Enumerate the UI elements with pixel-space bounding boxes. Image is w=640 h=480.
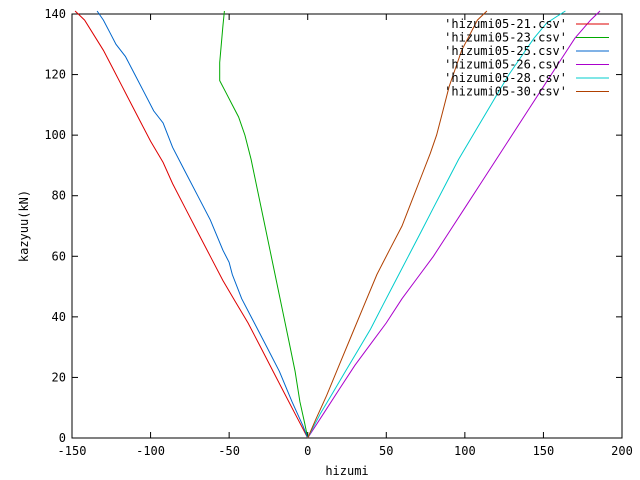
series-line-2 [219,10,309,439]
series-line-3 [96,10,309,439]
y-tick-label: 40 [52,310,66,324]
series-lines [74,10,601,439]
y-tick-label: 80 [52,189,66,203]
y-tick-label: 100 [44,128,66,142]
legend-label-3: 'hizumi05-25.csv' [444,44,567,58]
x-tick-label: -100 [136,444,165,458]
x-tick-label: 100 [454,444,476,458]
legend-label-4: 'hizumi05-26.csv' [444,58,567,72]
y-tick-label: 140 [44,7,66,21]
y-tick-label: 120 [44,68,66,82]
x-tick-label: -50 [218,444,240,458]
legend-label-6: 'hizumi05-30.csv' [444,85,567,99]
series-line-5 [307,10,566,439]
legend-label-5: 'hizumi05-28.csv' [444,71,567,85]
x-tick-label: -150 [58,444,87,458]
x-tick-label: 50 [379,444,393,458]
legend-label-2: 'hizumi05-23.csv' [444,31,567,45]
x-axis-label: hizumi [325,464,368,478]
y-axis-label: kazyuu(kN) [17,190,31,262]
legend-label-1: 'hizumi05-21.csv' [444,17,567,31]
plot-frame [71,13,623,439]
y-tick-label: 0 [59,431,66,445]
x-tick-label: 150 [533,444,555,458]
legend: 'hizumi05-21.csv''hizumi05-23.csv''hizum… [444,17,609,99]
y-tick-label: 60 [52,249,66,263]
series-line-4 [307,10,601,439]
x-tick-label: 200 [611,444,633,458]
y-axis: 0 20 40 60 80 100 120 140 [44,7,622,445]
x-tick-label: 0 [304,444,311,458]
series-line-6 [307,10,488,439]
y-tick-label: 20 [52,370,66,384]
series-line-1 [74,10,309,439]
